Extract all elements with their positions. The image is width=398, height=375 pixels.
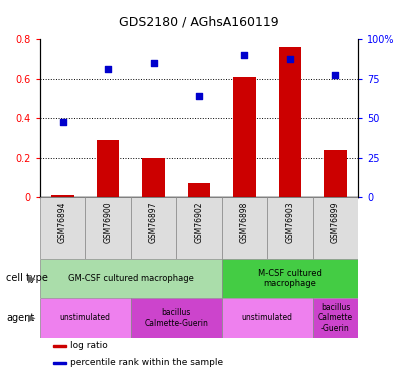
- Bar: [324, 150, 347, 197]
- Bar: [233, 77, 256, 197]
- Bar: [267, 197, 313, 259]
- Point: [241, 52, 248, 58]
- Text: log ratio: log ratio: [70, 341, 107, 350]
- Bar: [313, 298, 358, 338]
- Bar: [40, 259, 222, 298]
- Bar: [222, 298, 313, 338]
- Bar: [131, 197, 176, 259]
- Text: GSM76903: GSM76903: [285, 202, 295, 243]
- Text: GSM76902: GSM76902: [195, 202, 203, 243]
- Bar: [85, 197, 131, 259]
- Point: [105, 66, 111, 72]
- Text: agent: agent: [6, 313, 34, 323]
- Point: [332, 72, 339, 78]
- Point: [196, 93, 202, 99]
- Text: GDS2180 / AGhsA160119: GDS2180 / AGhsA160119: [119, 15, 279, 28]
- Text: percentile rank within the sample: percentile rank within the sample: [70, 358, 223, 368]
- Text: GSM76897: GSM76897: [149, 202, 158, 243]
- Text: GSM76899: GSM76899: [331, 202, 340, 243]
- Bar: [187, 183, 211, 197]
- Text: bacillus
Calmette-Guerin: bacillus Calmette-Guerin: [144, 308, 208, 327]
- Bar: [313, 197, 358, 259]
- Point: [150, 60, 157, 66]
- Text: ▶: ▶: [27, 313, 35, 323]
- Text: GSM76894: GSM76894: [58, 202, 67, 243]
- Text: M-CSF cultured
macrophage: M-CSF cultured macrophage: [258, 269, 322, 288]
- Bar: [222, 259, 358, 298]
- Bar: [53, 362, 66, 364]
- Bar: [97, 140, 119, 197]
- Text: unstimulated: unstimulated: [60, 314, 111, 322]
- Text: unstimulated: unstimulated: [242, 314, 293, 322]
- Bar: [279, 47, 301, 197]
- Bar: [53, 345, 66, 347]
- Text: cell type: cell type: [6, 273, 48, 284]
- Text: ▶: ▶: [27, 273, 35, 284]
- Text: GSM76900: GSM76900: [103, 202, 113, 243]
- Bar: [40, 298, 131, 338]
- Text: GSM76898: GSM76898: [240, 202, 249, 243]
- Bar: [142, 158, 165, 197]
- Bar: [51, 195, 74, 197]
- Text: GM-CSF cultured macrophage: GM-CSF cultured macrophage: [68, 274, 194, 283]
- Bar: [40, 197, 85, 259]
- Point: [287, 56, 293, 62]
- Bar: [176, 197, 222, 259]
- Point: [59, 119, 66, 125]
- Bar: [131, 298, 222, 338]
- Text: bacillus
Calmette
-Guerin: bacillus Calmette -Guerin: [318, 303, 353, 333]
- Bar: [222, 197, 267, 259]
